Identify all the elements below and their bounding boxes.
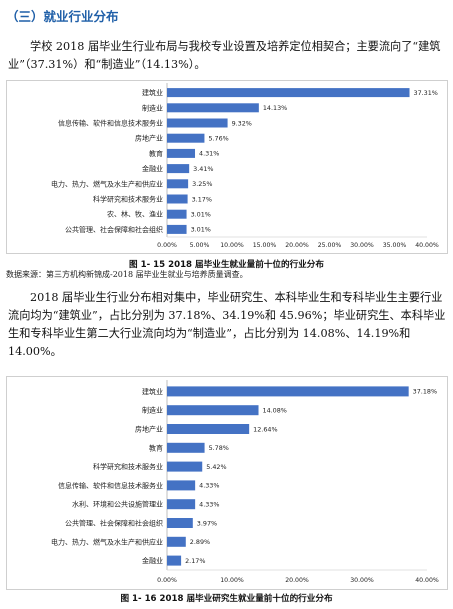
x-tick-label: 20.00%: [285, 577, 309, 584]
paragraph-industry-layout: 学校 2018 届毕业生行业布局与我校专业设置及培养定位相契合；主要流向了“建筑…: [8, 40, 441, 71]
value-label: 37.31%: [414, 89, 438, 97]
chart-caption-1-15: 图 1- 15 2018 届毕业生就业量前十位的行业分布: [129, 260, 324, 270]
x-tick-label: 40.00%: [415, 242, 439, 249]
value-label: 9.32%: [232, 119, 252, 127]
x-tick-label: 25.00%: [318, 242, 342, 249]
category-label: 建筑业: [142, 88, 163, 97]
x-tick-label: 15.00%: [253, 242, 277, 249]
category-label: 水利、环境和公共设施管理业: [72, 500, 163, 509]
section-heading: （三）就业行业分布: [6, 9, 119, 24]
bar: [167, 194, 188, 204]
value-label: 3.97%: [197, 519, 217, 527]
category-label: 制造业: [142, 103, 163, 112]
value-label: 4.33%: [199, 501, 219, 509]
bar: [167, 103, 259, 113]
chart-caption-1-16: 图 1- 16 2018 届毕业研究生就业量前十位的行业分布: [120, 594, 333, 604]
category-label: 教育: [149, 443, 163, 452]
category-label: 电力、热力、燃气及水生产和供应业: [51, 179, 163, 188]
category-label: 信息传输、软件和信息技术服务业: [58, 119, 163, 128]
category-label: 教育: [149, 149, 163, 158]
value-label: 37.18%: [413, 388, 437, 396]
value-label: 12.64%: [253, 425, 277, 433]
category-label: 公共管理、社会保障和社会组织: [65, 225, 163, 234]
category-label: 信息传输、软件和信息技术服务业: [58, 481, 163, 490]
bar: [167, 88, 410, 98]
value-label: 2.89%: [190, 538, 210, 546]
x-tick-label: 35.00%: [383, 242, 407, 249]
x-tick-label: 0.00%: [157, 577, 177, 584]
bar: [167, 405, 259, 416]
value-label: 5.78%: [209, 444, 229, 452]
bar: [167, 555, 182, 566]
value-label: 2.17%: [185, 557, 205, 565]
value-label: 4.31%: [199, 150, 219, 158]
bar: [167, 209, 187, 219]
category-label: 房地产业: [135, 425, 163, 434]
chart-postgraduates-industry: 建筑业 37.18% 制造业 14.08% 房地产业 12.64% 教育 5.78% 科学研究和…: [6, 376, 448, 590]
x-tick-label: 40.00%: [415, 577, 439, 584]
category-label: 农、林、牧、渔业: [107, 210, 163, 219]
category-label: 公共管理、社会保障和社会组织: [65, 519, 163, 528]
category-label: 科学研究和技术服务业: [93, 462, 163, 471]
bar: [167, 536, 186, 547]
category-label: 金融业: [142, 556, 163, 565]
bar: [167, 224, 187, 234]
bar: [167, 442, 205, 453]
x-tick-label: 5.00%: [190, 242, 210, 249]
category-label: 房地产业: [135, 134, 163, 143]
chart-all-graduates-industry: 建筑业 37.31% 制造业 14.13% 信息传输、软件和信息技术服务业 9.32% 房地…: [6, 80, 448, 254]
x-tick-label: 30.00%: [350, 577, 374, 584]
value-label: 3.41%: [193, 165, 213, 173]
bar: [167, 461, 203, 472]
bar: [167, 118, 228, 128]
bar: [167, 164, 190, 174]
data-source-note: 数据来源：第三方机构新锦成-2018 届毕业生就业与培养质量调查。: [6, 270, 248, 279]
value-label: 14.08%: [263, 407, 287, 415]
category-label: 电力、热力、燃气及水生产和供应业: [51, 537, 163, 546]
bar: [167, 518, 193, 528]
value-label: 4.33%: [199, 482, 219, 490]
bar: [167, 499, 196, 510]
value-label: 3.25%: [192, 180, 212, 188]
value-label: 3.01%: [191, 226, 211, 234]
category-label: 建筑业: [142, 387, 163, 396]
bar: [167, 133, 205, 143]
category-label: 科学研究和技术服务业: [93, 195, 163, 204]
paragraph-industry-concentration: 2018 届毕业生行业分布相对集中，毕业研究生、本科毕业生和专科毕业生主要行业流…: [8, 291, 446, 358]
x-tick-label: 0.00%: [157, 242, 177, 249]
value-label: 3.01%: [191, 211, 211, 219]
category-label: 制造业: [142, 406, 163, 415]
bar: [167, 424, 250, 434]
bar: [167, 179, 189, 189]
chart-all-graduates-svg: 建筑业 37.31% 制造业 14.13% 信息传输、软件和信息技术服务业 9.32% 房地…: [51, 83, 439, 249]
x-tick-label: 20.00%: [285, 242, 309, 249]
value-label: 14.13%: [263, 104, 287, 112]
value-label: 3.17%: [192, 195, 212, 203]
bar: [167, 480, 196, 491]
value-label: 5.42%: [206, 463, 226, 471]
bar: [167, 148, 196, 158]
bar: [167, 386, 409, 397]
chart-postgraduates-svg: 建筑业 37.18% 制造业 14.08% 房地产业 12.64% 教育 5.78% 科学研究和…: [51, 380, 439, 584]
x-tick-label: 10.00%: [220, 577, 244, 584]
x-tick-label: 30.00%: [350, 242, 374, 249]
category-label: 金融业: [142, 164, 163, 173]
x-tick-label: 10.00%: [220, 242, 244, 249]
value-label: 5.76%: [208, 135, 228, 143]
